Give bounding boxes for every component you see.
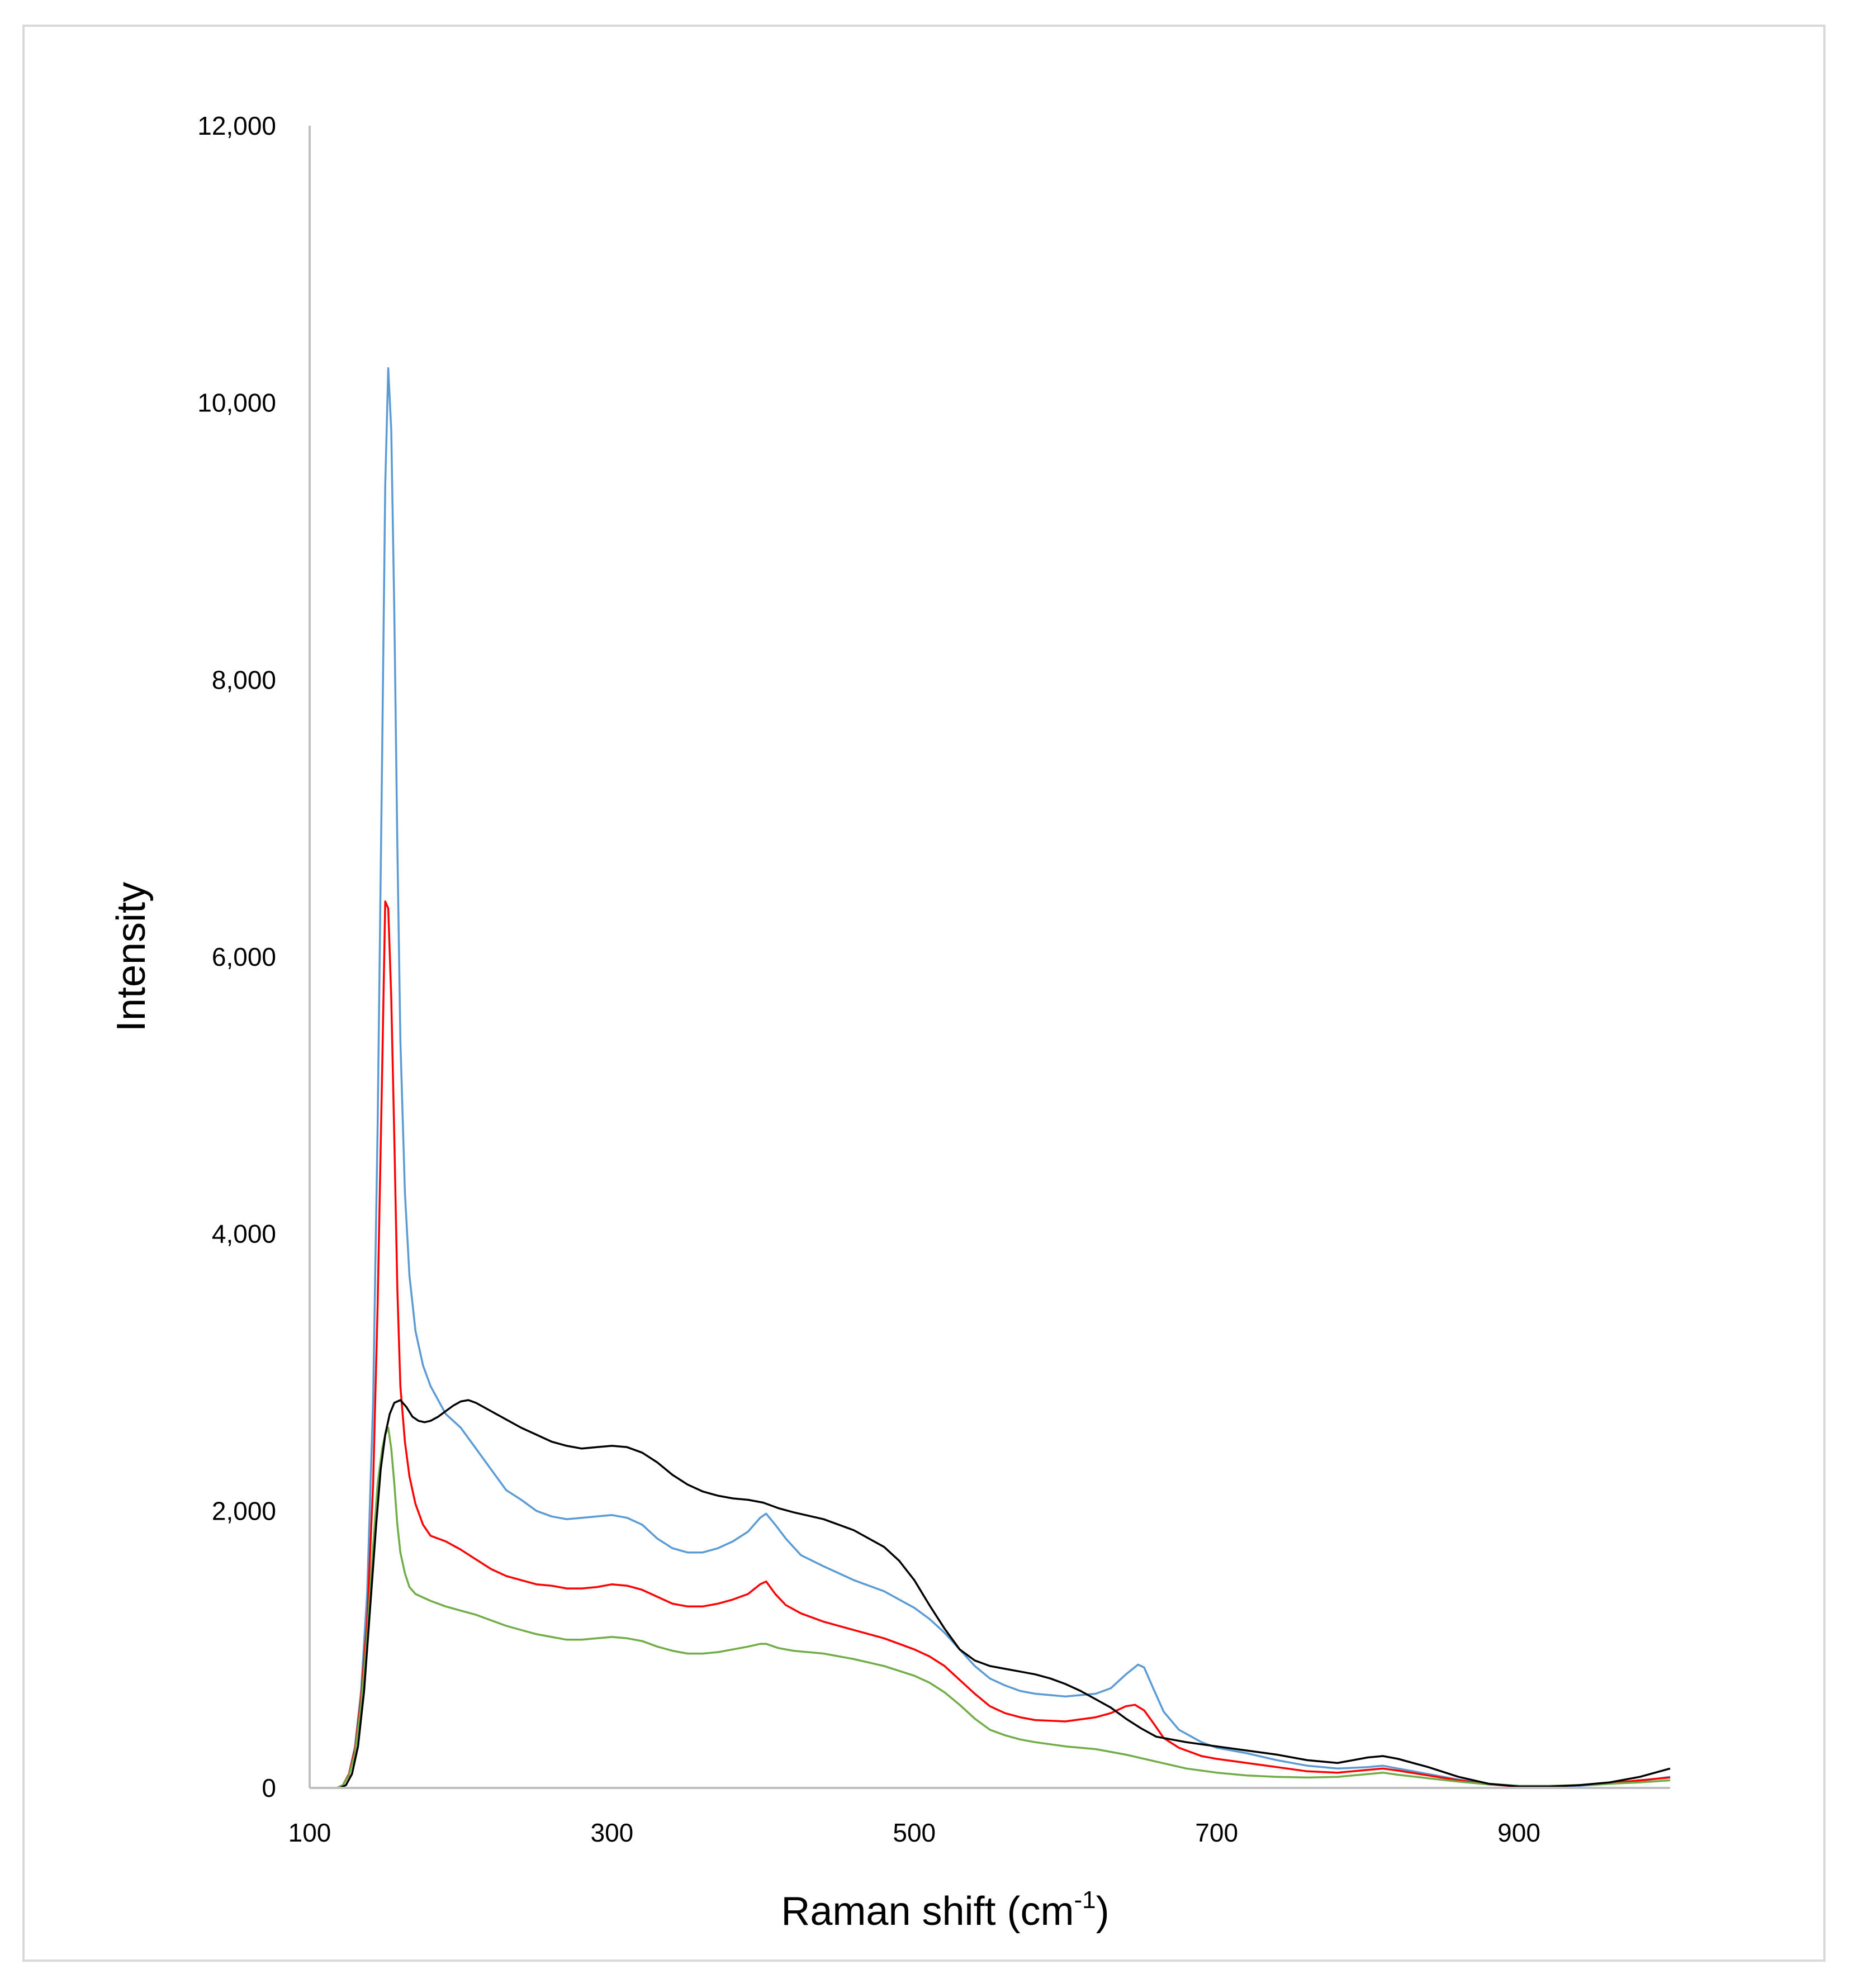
y-tick-label: 0: [262, 1773, 276, 1802]
chart-frame: 0 2,000 4,000 6,000 8,000 10,000 12,000 100 300…: [22, 25, 1826, 1962]
y-tick-label: 6,000: [212, 942, 276, 971]
x-axis-title-superscript: -1: [1074, 1886, 1096, 1914]
x-tick-label: 900: [1497, 1818, 1540, 1847]
y-tick-labels: 0 2,000 4,000 6,000 8,000 10,000 12,000: [197, 111, 276, 1802]
x-tick-label: 100: [288, 1818, 331, 1847]
x-axis-title-suffix: ): [1096, 1889, 1110, 1934]
y-axis-title: Intensity: [109, 882, 154, 1032]
series-layer: [310, 367, 1671, 1789]
x-tick-labels: 100 300 500 700 900: [288, 1818, 1540, 1847]
series-line-black: [310, 1399, 1671, 1789]
x-tick-label: 700: [1195, 1818, 1238, 1847]
x-tick-label: 500: [893, 1818, 936, 1847]
y-tick-label: 12,000: [197, 111, 276, 140]
y-tick-label: 2,000: [212, 1496, 276, 1525]
y-tick-label: 4,000: [212, 1220, 276, 1249]
x-axis-title: Raman shift (cm-1): [781, 1886, 1109, 1934]
series-line-blue: [310, 367, 1671, 1789]
y-tick-label: 10,000: [197, 388, 276, 417]
series-line-red: [310, 900, 1671, 1789]
x-axis-title-main: Raman shift (cm: [781, 1889, 1074, 1934]
y-tick-label: 8,000: [212, 665, 276, 694]
series-line-green: [310, 1426, 1671, 1789]
x-tick-label: 300: [591, 1818, 634, 1847]
raman-line-chart: 0 2,000 4,000 6,000 8,000 10,000 12,000 100 300…: [109, 111, 1671, 1934]
